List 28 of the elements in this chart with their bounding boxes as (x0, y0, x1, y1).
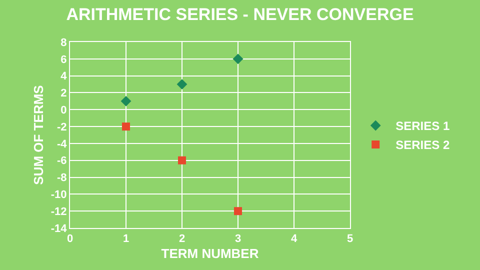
point (178, 156, 186, 164)
point (234, 207, 242, 216)
y-tick-label: 2 (60, 88, 67, 100)
x-axis-title: TERM NUMBER (161, 246, 260, 261)
x-tick-label: 3 (234, 233, 242, 246)
y-axis-title: SUM OF TERMS (30, 84, 46, 185)
legend-label: SERIES 2 (396, 138, 450, 152)
chart-title: ARITHMETIC SERIES - NEVER CONVERGE (66, 5, 414, 24)
y-tick-label: 4 (60, 70, 68, 83)
y-tick-label: -14 (50, 222, 68, 235)
y-tick-label: -6 (57, 155, 67, 168)
x-tick-label: 1 (122, 233, 130, 246)
y-tick-label: -8 (57, 172, 67, 184)
x-tick-label: 4 (290, 233, 298, 246)
y-tick-label: -4 (57, 138, 68, 150)
y-tick-label: 6 (60, 54, 67, 66)
y-tick-label: 0 (60, 104, 67, 116)
x-tick-label: 2 (178, 233, 186, 246)
y-tick-label: 8 (60, 36, 67, 49)
y-tick-label: -2 (57, 121, 67, 134)
point (120, 96, 132, 106)
point (232, 54, 244, 64)
legend-label: SERIES 1 (396, 119, 450, 134)
y-tick-label: -12 (50, 206, 67, 218)
point (176, 79, 188, 90)
x-tick-label: 5 (346, 233, 354, 246)
point (122, 122, 130, 131)
y-tick-label: -10 (50, 189, 67, 202)
